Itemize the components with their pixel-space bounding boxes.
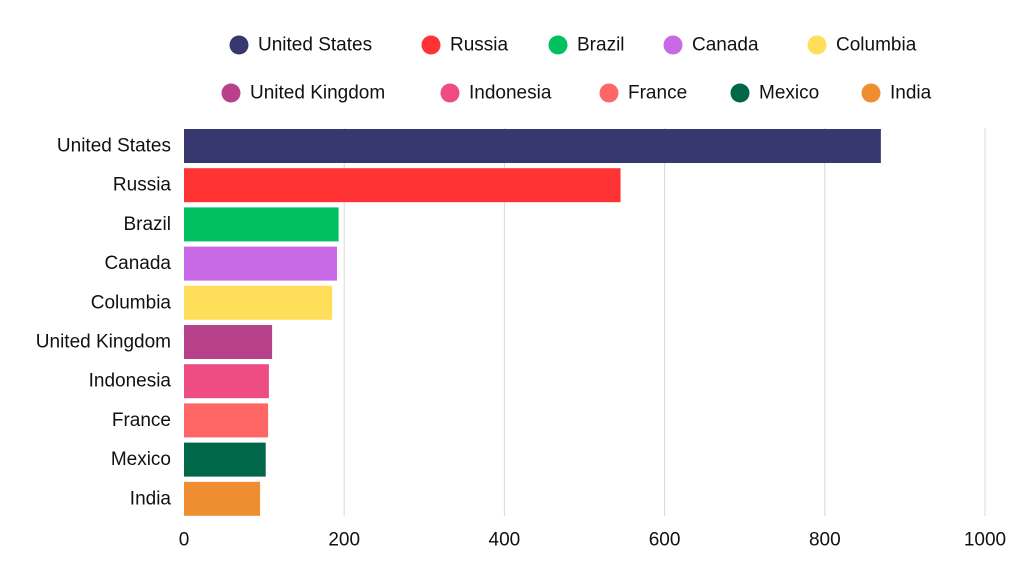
bars (184, 129, 881, 516)
bar-united-kingdom (184, 325, 273, 359)
bar-canada (184, 246, 337, 281)
x-tick-label-0: 0 (179, 530, 190, 551)
category-label-indonesia: Indonesia (89, 371, 172, 392)
legend-marker-canada (663, 35, 683, 55)
category-label-canada: Canada (104, 253, 171, 274)
legend-marker-united-states (229, 35, 249, 55)
bar-russia (184, 168, 621, 203)
bar-mexico (184, 442, 266, 477)
category-label-columbia: Columbia (91, 292, 172, 313)
x-tick-label-600: 600 (649, 530, 681, 551)
legend-marker-france (599, 83, 619, 103)
category-label-united-kingdom: United Kingdom (36, 332, 171, 353)
legend-label-united-kingdom: United Kingdom (250, 83, 385, 104)
bar-brazil (184, 207, 339, 242)
legend-label-united-states: United States (258, 35, 372, 56)
x-tick-label-800: 800 (809, 530, 841, 551)
legend-marker-indonesia (440, 83, 460, 103)
legend-label-indonesia: Indonesia (469, 83, 552, 104)
bar-columbia (184, 285, 333, 320)
legend-label-brazil: Brazil (577, 35, 625, 56)
bar-indonesia (184, 364, 269, 399)
category-label-united-states: United States (57, 136, 171, 157)
legend-marker-columbia (807, 35, 827, 55)
category-labels: United States Russia Brazil Canada Columbia U… (36, 136, 172, 510)
legend-label-columbia: Columbia (836, 35, 917, 56)
x-tick-label-1000: 1000 (964, 530, 1006, 551)
legend-marker-russia (421, 35, 441, 55)
bar-united-states (184, 129, 881, 163)
x-tick-label-200: 200 (328, 530, 360, 551)
category-label-russia: Russia (113, 175, 172, 196)
legend-marker-united-kingdom (221, 83, 241, 103)
legend-label-france: France (628, 83, 687, 104)
legend-marker-brazil (548, 35, 568, 55)
legend-label-canada: Canada (692, 35, 759, 56)
category-label-india: India (130, 488, 172, 509)
legend-label-mexico: Mexico (759, 83, 819, 104)
legend: United States Russia Brazil Canada Columbia U… (221, 35, 932, 104)
x-tick-label-400: 400 (489, 530, 521, 551)
legend-marker-india (861, 83, 881, 103)
x-axis-ticks: 0 200 400 600 800 1000 (179, 530, 1006, 551)
legend-label-russia: Russia (450, 35, 509, 56)
category-label-brazil: Brazil (123, 214, 171, 235)
legend-marker-mexico (730, 83, 750, 103)
bar-india (184, 481, 261, 516)
legend-label-india: India (890, 83, 932, 104)
bar-france (184, 403, 269, 438)
category-label-mexico: Mexico (111, 449, 171, 470)
category-label-france: France (112, 410, 171, 431)
